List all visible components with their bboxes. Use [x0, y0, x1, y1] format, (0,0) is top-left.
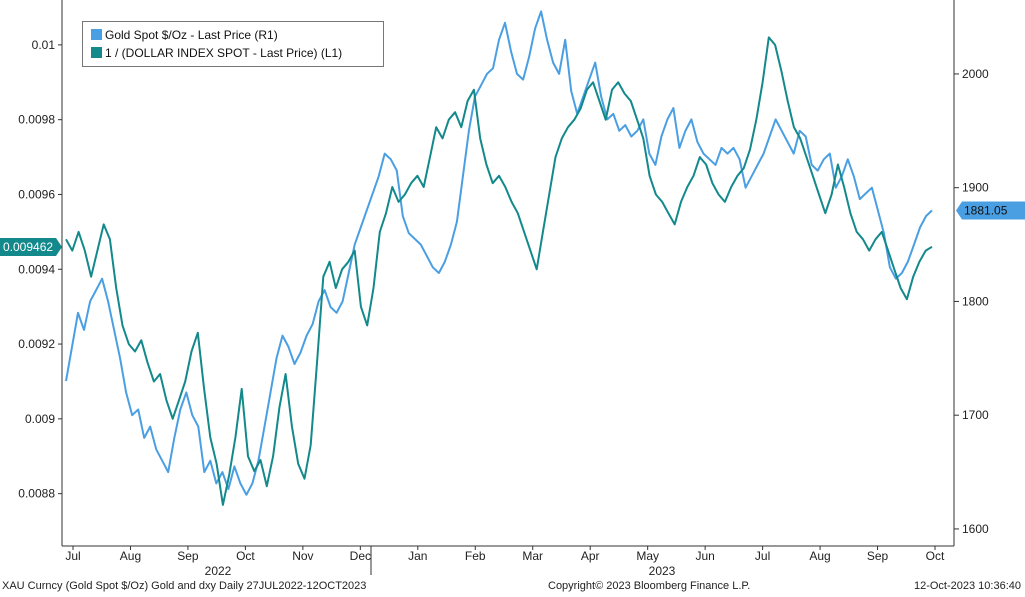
x-tick-label: Apr — [581, 549, 600, 563]
footer-copyright: Copyright© 2023 Bloomberg Finance L.P. — [548, 580, 751, 592]
x-tick-label: Dec — [350, 549, 371, 563]
right-tick-label: 1800 — [962, 294, 989, 308]
x-tick-label: Jul — [65, 549, 80, 563]
legend-swatch-dxy — [91, 47, 102, 58]
gold-last-value-marker: 1881.05 — [956, 201, 1025, 220]
x-tick-label: Oct — [236, 549, 255, 563]
gold-price-line — [65, 10, 933, 496]
x-tick-label: Sep — [867, 549, 889, 563]
left-tick-label: 0.0094 — [18, 262, 55, 276]
left-tick-label: 0.0088 — [18, 487, 55, 501]
legend-item-dxy: 1 / (DOLLAR INDEX SPOT - Last Price) (L1… — [91, 46, 342, 60]
x-tick-label: May — [636, 549, 659, 563]
left-tick-label: 0.0098 — [18, 113, 55, 127]
left-tick-label: 0.01 — [32, 38, 56, 52]
plot-area — [62, 0, 954, 546]
right-tick-label: 1600 — [962, 522, 989, 536]
x-tick-label: Aug — [809, 549, 830, 563]
right-tick-label: 2000 — [962, 67, 989, 81]
left-axis-ticks: 0.0088 0.009 0.0092 0.0094 0.0096 0.0098 0.01 — [18, 38, 62, 501]
x-tick-label: Feb — [465, 549, 486, 563]
dxy-last-value-tag — [0, 238, 62, 256]
x-tick-label: Jun — [695, 549, 714, 563]
series-layer — [65, 10, 933, 506]
right-axis-ticks: 1600 1700 1800 1900 2000 — [954, 67, 989, 536]
year-label-2023: 2023 — [649, 564, 676, 578]
inverse-dxy-line — [65, 36, 933, 506]
x-tick-label: Jan — [408, 549, 427, 563]
footer-timestamp: 12-Oct-2023 10:36:40 — [913, 580, 1021, 592]
legend: Gold Spot $/Oz - Last Price (R1) 1 / (DO… — [82, 21, 384, 67]
right-tick-label: 1900 — [962, 181, 989, 195]
x-tick-label: Nov — [292, 549, 313, 563]
left-tick-label: 0.009 — [25, 412, 55, 426]
x-tick-label: Jul — [755, 549, 770, 563]
x-axis-ticks: Jul Aug Sep Oct Nov Dec Jan Feb Mar Apr May Jun Jul A… — [65, 546, 945, 563]
x-tick-label: Sep — [177, 549, 199, 563]
footer-description: XAU Curncy (Gold Spot $/Oz) Gold and dxy… — [2, 580, 367, 592]
gold-last-value: 1881.05 — [964, 203, 1008, 217]
x-tick-label: Mar — [522, 549, 543, 563]
dxy-last-value: 0.009462 — [3, 240, 53, 254]
legend-item-gold: Gold Spot $/Oz - Last Price (R1) — [91, 28, 278, 42]
legend-label-dxy: 1 / (DOLLAR INDEX SPOT - Last Price) (L1… — [105, 46, 343, 60]
gold-last-value-tag — [956, 201, 1025, 220]
right-tick-label: 1700 — [962, 408, 989, 422]
left-tick-label: 0.0092 — [18, 337, 55, 351]
left-tick-label: 0.0096 — [18, 187, 55, 201]
x-tick-label: Oct — [926, 549, 945, 563]
legend-label-gold: Gold Spot $/Oz - Last Price (R1) — [105, 28, 278, 42]
year-label-2022: 2022 — [205, 564, 232, 578]
x-tick-label: Aug — [120, 549, 141, 563]
dxy-last-value-marker: 0.009462 — [0, 238, 62, 256]
legend-swatch-gold — [91, 29, 102, 40]
